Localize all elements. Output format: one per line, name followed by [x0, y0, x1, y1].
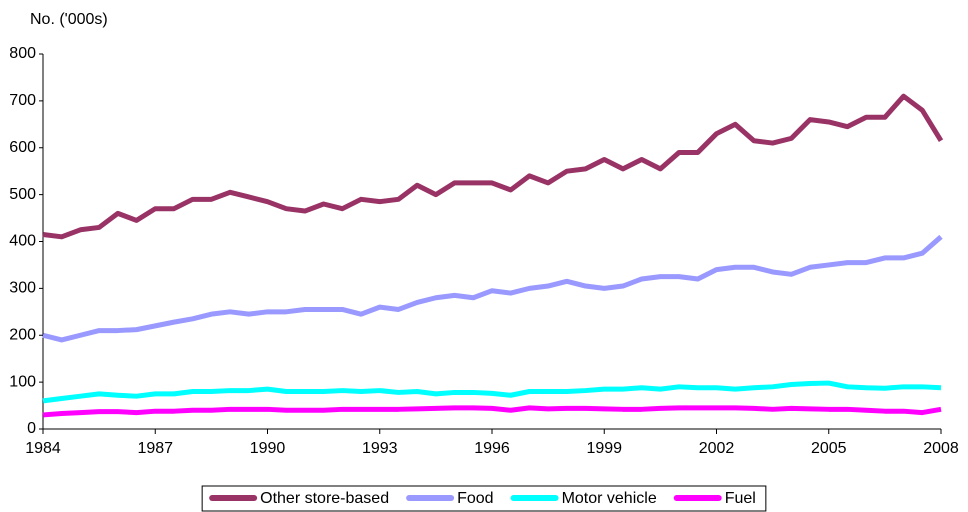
legend-box [201, 485, 767, 512]
y-tick-label: 300 [9, 280, 36, 297]
y-tick-label: 200 [9, 326, 36, 343]
y-tick-label: 600 [9, 139, 36, 156]
y-tick-label: 500 [9, 186, 36, 203]
legend-label: Motor vehicle [562, 490, 657, 507]
x-tick-label: 2005 [811, 440, 847, 457]
y-tick-label: 400 [9, 233, 36, 250]
series-line [42, 234, 943, 343]
legend-label: Other store-based [260, 490, 389, 507]
x-tick-label: 2002 [699, 440, 735, 457]
series-line [42, 93, 944, 240]
x-tick-label: 1990 [250, 440, 286, 457]
x-tick-label: 1993 [362, 440, 398, 457]
x-tick-label: 1987 [137, 440, 173, 457]
x-tick-label: 1996 [474, 440, 510, 457]
series-line [42, 405, 942, 418]
x-tick-label: 1984 [25, 440, 61, 457]
series-line [42, 380, 942, 404]
x-tick-label: 1999 [586, 440, 622, 457]
y-tick-label: 0 [27, 420, 36, 437]
x-tick-label: 2008 [923, 440, 959, 457]
y-tick-label: 800 [9, 45, 36, 62]
legend-label: Food [457, 490, 493, 507]
y-axis-label: No. ('000s) [30, 11, 108, 28]
y-tick-label: 700 [9, 92, 36, 109]
legend-label: Fuel [725, 490, 756, 507]
y-tick-label: 100 [9, 373, 36, 390]
